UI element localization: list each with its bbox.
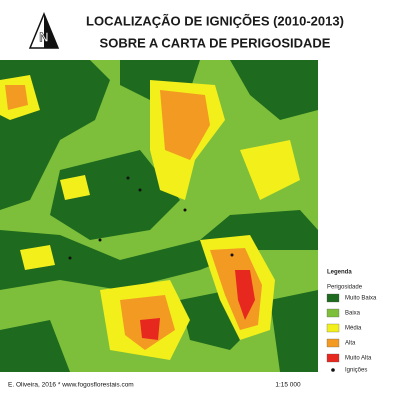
title-line: SOBRE A CARTA DE PERIGOSIDADE [100,35,331,50]
legend-swatch [326,308,340,318]
title-line: LOCALIZAÇÃO DE IGNIÇÕES (2010-2013) [86,13,344,28]
legend-label: Baixa [345,311,361,317]
hazard-map [0,60,318,372]
svg-text:N: N [39,29,48,44]
legend: Legenda Perigosidade Ignições Muito Baix… [326,270,377,374]
north-arrow: N [28,12,60,49]
legend-label: Muito Baixa [345,296,377,302]
legend-swatch [326,323,340,333]
legend-title: Legenda [327,270,352,276]
legend-subtitle: Perigosidade [327,285,363,291]
legend-label: Muito Alta [345,356,372,362]
legend-label: Média [345,326,362,332]
scale: 1:15 000 [275,382,301,389]
ignition-symbol [331,368,335,372]
legend-swatch [326,353,340,363]
credit: E. Oliveira, 2016 * www.fogosflorestais.… [8,382,134,389]
legend-label: Alta [345,341,356,347]
legend-label: Ignições [345,368,367,374]
legend-swatch [326,293,340,303]
legend-swatch [326,338,340,348]
